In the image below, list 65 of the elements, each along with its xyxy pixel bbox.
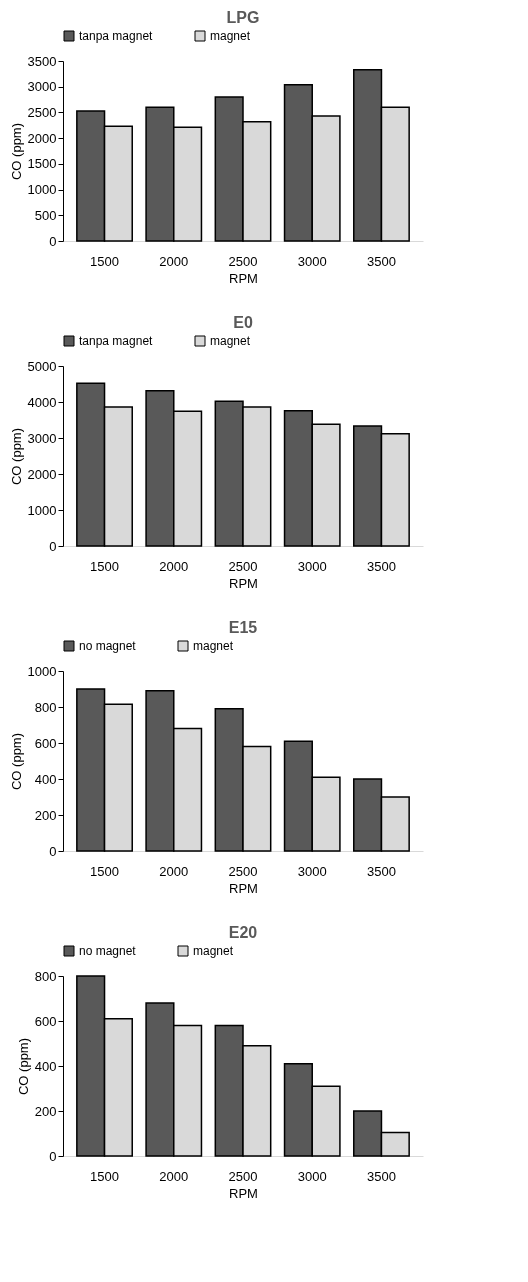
y-tick-label: 3000 — [27, 79, 57, 95]
y-tick-label: 2000 — [27, 466, 57, 482]
y-tick-label: 4000 — [27, 394, 57, 410]
y-tick-label: 0 — [49, 538, 57, 554]
x-axis-title: RPM — [229, 1185, 258, 1201]
x-tick-label: 1500 — [90, 558, 119, 574]
y-tick-label: 500 — [34, 207, 57, 223]
y-tick-label: 200 — [34, 807, 57, 823]
x-tick-label: 2000 — [159, 863, 189, 879]
legend-label: magnet — [193, 639, 234, 653]
x-tick-label: 1500 — [90, 253, 119, 269]
x-tick-label: 2000 — [159, 1168, 189, 1184]
x-tick-label: 3500 — [367, 1168, 396, 1184]
x-axis-title: RPM — [229, 270, 258, 286]
x-tick-label: 2500 — [228, 558, 258, 574]
legend-label: no magnet — [79, 944, 137, 958]
chart-title: LPG — [226, 9, 260, 26]
x-tick-label: 1500 — [90, 863, 119, 879]
legend-label: tanpa magnet — [79, 334, 154, 348]
y-tick-label: 3500 — [27, 53, 57, 69]
y-axis-title: CO (ppm) — [15, 1037, 31, 1096]
y-tick-label: 0 — [49, 1148, 57, 1164]
legend-label: magnet — [210, 29, 251, 43]
y-axis-title: CO (ppm) — [8, 122, 24, 181]
x-tick-label: 3500 — [367, 558, 396, 574]
legend-label: no magnet — [79, 639, 137, 653]
y-tick-label: 0 — [49, 233, 57, 249]
y-tick-label: 2500 — [27, 104, 57, 120]
x-tick-label: 3000 — [297, 253, 327, 269]
x-tick-label: 2000 — [159, 558, 189, 574]
x-tick-label: 3000 — [297, 1168, 327, 1184]
legend-label: magnet — [193, 944, 234, 958]
y-tick-label: 1000 — [27, 502, 57, 518]
y-tick-label: 3000 — [27, 430, 57, 446]
x-tick-label: 2500 — [228, 253, 258, 269]
y-tick-label: 0 — [49, 843, 57, 859]
y-tick-label: 400 — [34, 771, 57, 787]
y-tick-label: 400 — [34, 1058, 57, 1074]
x-axis-title: RPM — [229, 880, 258, 896]
y-tick-label: 800 — [34, 968, 57, 984]
y-tick-label: 1000 — [27, 182, 57, 198]
legend-label: magnet — [210, 334, 251, 348]
y-tick-label: 1500 — [27, 156, 57, 172]
x-tick-label: 2500 — [228, 1168, 258, 1184]
x-axis-title: RPM — [229, 575, 258, 591]
y-axis-title: CO (ppm) — [8, 732, 24, 791]
y-tick-label: 1000 — [27, 663, 57, 679]
y-tick-label: 2000 — [27, 130, 57, 146]
chart-title: E0 — [233, 314, 253, 331]
y-axis-title: CO (ppm) — [8, 427, 24, 486]
x-tick-label: 2500 — [228, 863, 258, 879]
x-tick-label: 3000 — [297, 558, 327, 574]
chart-title: E15 — [228, 619, 258, 636]
y-tick-label: 800 — [34, 699, 57, 715]
y-tick-label: 600 — [34, 735, 57, 751]
legend-label: tanpa magnet — [79, 29, 154, 43]
x-tick-label: 3500 — [367, 253, 396, 269]
y-tick-label: 600 — [34, 1013, 57, 1029]
x-tick-label: 2000 — [159, 253, 189, 269]
x-tick-label: 3500 — [367, 863, 396, 879]
x-tick-label: 1500 — [90, 1168, 119, 1184]
x-tick-label: 3000 — [297, 863, 327, 879]
chart-title: E20 — [228, 924, 258, 941]
y-tick-label: 5000 — [27, 358, 57, 374]
y-tick-label: 200 — [34, 1103, 57, 1119]
